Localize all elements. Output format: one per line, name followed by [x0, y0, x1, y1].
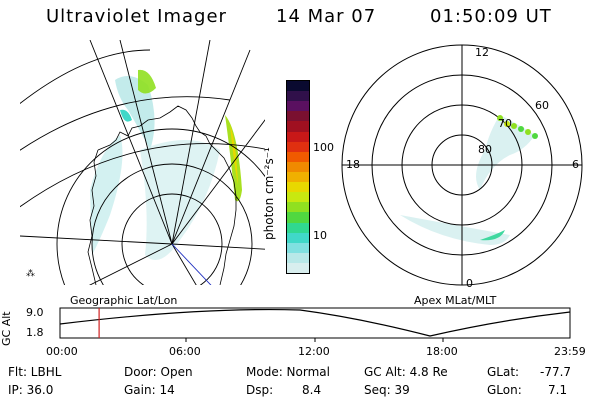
timeline-xtick-4: 23:59 — [554, 345, 586, 358]
colorbar-segment — [287, 232, 309, 243]
polar-plot: 12 18 6 0 80 70 60 — [341, 44, 583, 290]
colorbar-segment — [287, 121, 309, 132]
altitude-timeline — [59, 307, 571, 342]
gc-alt-info: GC Alt: 4.8 Re — [364, 365, 448, 379]
colorbar-segment — [287, 81, 309, 92]
instrument-title: Ultraviolet Imager — [46, 6, 227, 27]
filter-info: Flt: LBHL — [8, 365, 62, 379]
colorbar-segment — [287, 91, 309, 102]
colorbar-segment — [287, 111, 309, 122]
colorbar-segment — [287, 212, 309, 223]
geographic-map: ⁂ — [20, 40, 265, 285]
timeline-xtick-3: 18:00 — [426, 345, 458, 358]
uv-emission-polar-lower — [400, 215, 510, 245]
timeline-ytick-bottom: 1.8 — [26, 326, 44, 339]
altitude-curve — [59, 308, 571, 337]
dsp-value: 8.4 — [302, 383, 322, 397]
colorbar-segment — [287, 101, 309, 112]
dsp-label: Dsp: — [246, 383, 274, 397]
glat-value: -77.7 — [540, 365, 572, 379]
time-label: 01:50:09 UT — [430, 6, 552, 27]
colorbar-segment — [287, 242, 309, 253]
glon-value: 7.1 — [548, 383, 568, 397]
coastline-fragment: ⁂ — [26, 268, 35, 279]
timeline-ylabel: GC Alt — [0, 311, 13, 346]
colorbar — [286, 80, 310, 274]
glon-label: GLon: — [487, 383, 522, 397]
colorbar-segment — [287, 222, 309, 233]
polar-panel-label: Apex MLat/MLT — [414, 294, 497, 307]
geo-panel-label: Geographic Lat/Lon — [70, 294, 178, 307]
colorbar-segment — [287, 131, 309, 142]
uv-emission-polar-upper — [476, 115, 535, 190]
mlat-label-70: 70 — [498, 117, 512, 130]
colorbar-segment — [287, 182, 309, 193]
mlt-label-6: 6 — [572, 158, 579, 171]
mlt-label-0: 0 — [466, 277, 473, 290]
timeline-ytick-top: 9.0 — [26, 306, 44, 319]
uv-emission-polar-lower-bright — [480, 230, 505, 241]
glat-label: GLat: — [487, 365, 520, 379]
colorbar-unit-label: photon cm⁻²s⁻¹ — [262, 147, 276, 240]
colorbar-segment — [287, 171, 309, 183]
timeline-xtick-1: 06:00 — [169, 345, 201, 358]
seq-info: Seq: 39 — [364, 383, 410, 397]
colorbar-segment — [287, 192, 309, 203]
colorbar-segment — [287, 262, 309, 274]
mlt-label-18: 18 — [346, 158, 360, 171]
colorbar-tick-10: 10 — [313, 229, 327, 242]
colorbar-segment — [287, 141, 309, 152]
mlat-label-80: 80 — [478, 143, 492, 156]
colorbar-segment — [287, 161, 309, 172]
mode-info: Mode: Normal — [246, 365, 330, 379]
mlt-label-12: 12 — [475, 46, 489, 59]
colorbar-segment — [287, 151, 309, 162]
timeline-xtick-0: 00:00 — [46, 345, 78, 358]
colorbar-tick-100: 100 — [313, 141, 334, 154]
door-info: Door: Open — [124, 365, 193, 379]
date-label: 14 Mar 07 — [276, 6, 377, 27]
timeline-xtick-2: 12:00 — [298, 345, 330, 358]
ip-info: IP: 36.0 — [8, 383, 54, 397]
colorbar-segment — [287, 202, 309, 213]
uv-dots — [497, 115, 538, 139]
gain-info: Gain: 14 — [124, 383, 175, 397]
mlat-label-60: 60 — [535, 99, 549, 112]
colorbar-segment — [287, 252, 309, 263]
